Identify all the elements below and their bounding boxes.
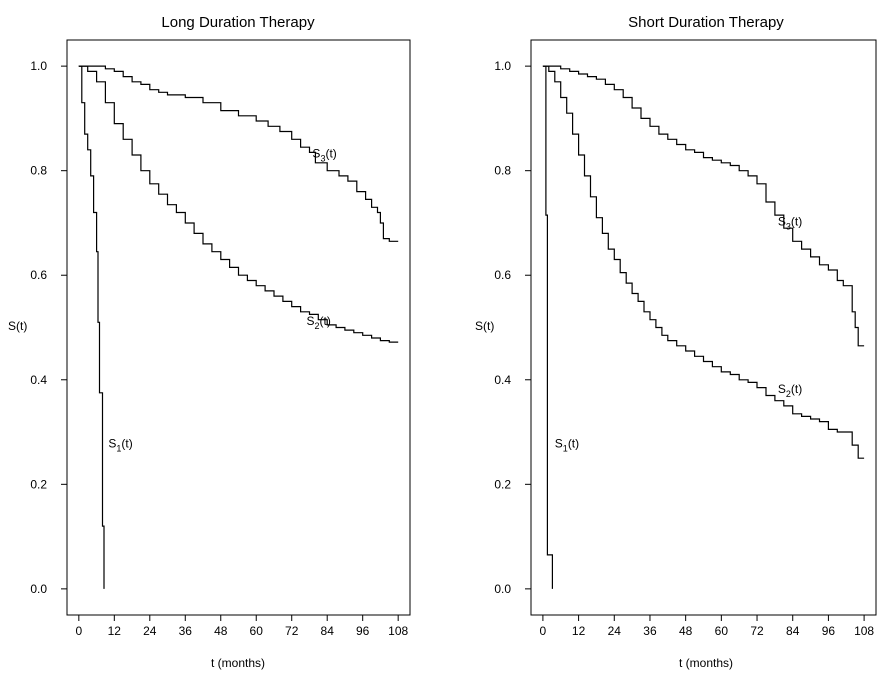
y-tick-label: 0.4	[494, 373, 511, 387]
y-tick-label: 0.0	[30, 582, 47, 596]
y-tick-label: 0.6	[494, 268, 511, 282]
x-ticks: 0 12 24 36 48 60 72 84 96 108	[75, 615, 409, 638]
y-tick-label: 0.2	[30, 477, 47, 491]
survival-curve-s2	[78, 65, 399, 343]
x-tick-label: 60	[250, 624, 264, 638]
y-tick-label: 0.8	[30, 164, 47, 178]
x-tick-label: 84	[786, 624, 800, 638]
x-axis-label: t (months)	[679, 656, 733, 670]
y-tick-label: 0.4	[30, 373, 47, 387]
series-label-s1: S1(t)	[555, 437, 579, 454]
series-label-s2: S2(t)	[307, 314, 331, 331]
panel-long-duration: Long Duration Therapy S(t) t (months) 0 1…	[8, 14, 411, 670]
x-tick-label: 24	[608, 624, 622, 638]
chart-title: Long Duration Therapy	[161, 14, 315, 31]
x-tick-label: 36	[179, 624, 193, 638]
y-ticks: 0.0 0.2 0.4 0.6 0.8 1.0	[30, 59, 67, 596]
panel-short-duration: Short Duration Therapy S(t) t (months) 0…	[475, 14, 877, 670]
series-label-s1: S1(t)	[108, 437, 132, 454]
y-axis-label: S(t)	[8, 319, 27, 333]
x-tick-label: 72	[285, 624, 299, 638]
y-tick-label: 1.0	[494, 59, 511, 73]
y-ticks: 0.0 0.2 0.4 0.6 0.8 1.0	[494, 59, 531, 596]
x-tick-label: 12	[572, 624, 586, 638]
x-tick-label: 84	[321, 624, 335, 638]
x-axis-label: t (months)	[211, 656, 265, 670]
y-tick-label: 0.2	[494, 477, 511, 491]
x-tick-label: 108	[388, 624, 408, 638]
series-lines	[542, 65, 865, 589]
y-tick-label: 0.6	[30, 268, 47, 282]
x-tick-label: 36	[643, 624, 657, 638]
survival-curve-s1	[78, 65, 105, 589]
x-tick-label: 0	[75, 624, 82, 638]
x-ticks: 0 12 24 36 48 60 72 84 96 108	[540, 615, 874, 638]
survival-curve-s2	[542, 65, 865, 459]
y-tick-label: 0.8	[494, 164, 511, 178]
series-label-s2: S2(t)	[778, 382, 802, 399]
survival-curve-s1	[542, 65, 553, 589]
series-labels: S1(t) S2(t) S3(t)	[108, 147, 336, 454]
x-tick-label: 48	[214, 624, 228, 638]
x-tick-label: 108	[854, 624, 874, 638]
series-labels: S1(t) S2(t) S3(t)	[555, 215, 802, 454]
survival-curve-s3	[78, 65, 399, 242]
survival-curve-s3	[542, 65, 865, 347]
y-axis-label: S(t)	[475, 319, 494, 333]
plot-frame	[66, 39, 411, 616]
x-tick-label: 60	[715, 624, 729, 638]
x-tick-label: 96	[822, 624, 836, 638]
x-tick-label: 24	[143, 624, 157, 638]
x-tick-label: 48	[679, 624, 693, 638]
y-tick-label: 1.0	[30, 59, 47, 73]
x-tick-label: 72	[750, 624, 764, 638]
series-lines	[78, 65, 399, 589]
x-tick-label: 12	[108, 624, 122, 638]
series-label-s3: S3(t)	[778, 215, 802, 232]
x-tick-label: 96	[356, 624, 370, 638]
y-tick-label: 0.0	[494, 582, 511, 596]
plot-frame	[530, 39, 877, 616]
chart-title: Short Duration Therapy	[628, 14, 784, 31]
series-label-s3: S3(t)	[312, 147, 336, 164]
x-tick-label: 0	[540, 624, 547, 638]
